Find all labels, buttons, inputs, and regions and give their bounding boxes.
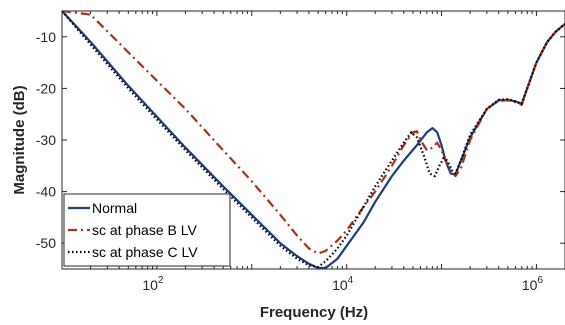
legend-label-2: sc at phase B LV	[92, 222, 197, 238]
series-line-2	[62, 11, 565, 255]
x-axis-title: Frequency (Hz)	[260, 304, 368, 321]
x-tick-label: 106	[522, 275, 544, 293]
y-tick-label: -10	[36, 29, 56, 45]
legend-box	[63, 193, 231, 267]
y-axis-title: Magnitude (dB)	[11, 85, 28, 194]
x-tick-label-exponent: 4	[348, 275, 354, 286]
x-tick-label: 104	[332, 275, 354, 293]
x-tick-label-base: 10	[522, 277, 538, 293]
x-tick-label-base: 10	[142, 277, 158, 293]
y-tick-label: -40	[36, 184, 56, 200]
x-tick-label-exponent: 6	[537, 275, 543, 286]
y-tick-label: -30	[36, 132, 56, 148]
legend-label-1: Normal	[92, 200, 137, 216]
legend-label-3: sc at phase C LV	[92, 244, 198, 260]
x-tick-label: 102	[142, 275, 164, 293]
series-line-3	[62, 11, 565, 268]
x-tick-label-exponent: 2	[158, 275, 164, 286]
y-tick-label: -20	[36, 80, 56, 96]
x-tick-label-base: 10	[332, 277, 348, 293]
legend: Normal sc at phase B LV sc at phase C LV	[63, 193, 231, 267]
y-tick-label: -50	[36, 235, 56, 251]
